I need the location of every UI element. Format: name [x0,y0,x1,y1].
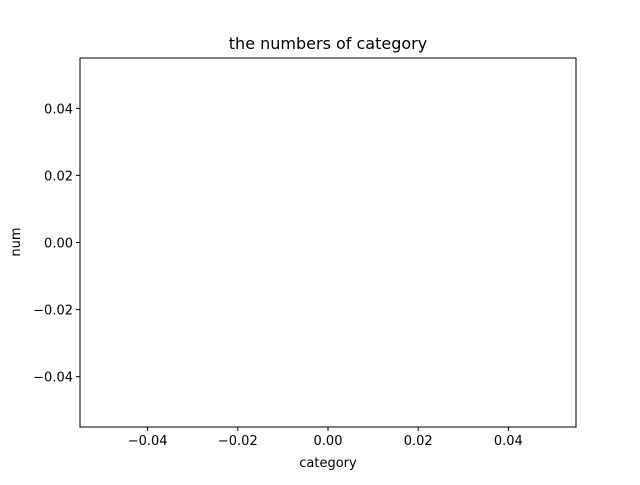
x-tick-label: −0.04 [128,434,168,449]
y-tick-label: −0.02 [33,304,73,319]
plot-area-frame [79,57,577,428]
x-tick-label: 0.00 [314,434,343,449]
chart-title: the numbers of category [229,34,427,53]
x-axis-label: category [299,456,357,471]
y-tick-label: −0.04 [33,371,73,386]
y-tick-label: 0.00 [44,237,73,252]
y-axis-label: num [9,227,24,256]
x-tick-label: 0.04 [494,434,523,449]
x-axis-ticks: −0.04 −0.02 0.00 0.02 0.04 [128,427,523,449]
y-axis-ticks: −0.04 −0.02 0.00 0.02 0.04 [33,102,80,386]
x-tick-label: 0.02 [404,434,433,449]
y-tick-label: 0.02 [44,169,73,184]
x-tick-label: −0.02 [218,434,258,449]
y-tick-label: 0.04 [44,102,73,117]
